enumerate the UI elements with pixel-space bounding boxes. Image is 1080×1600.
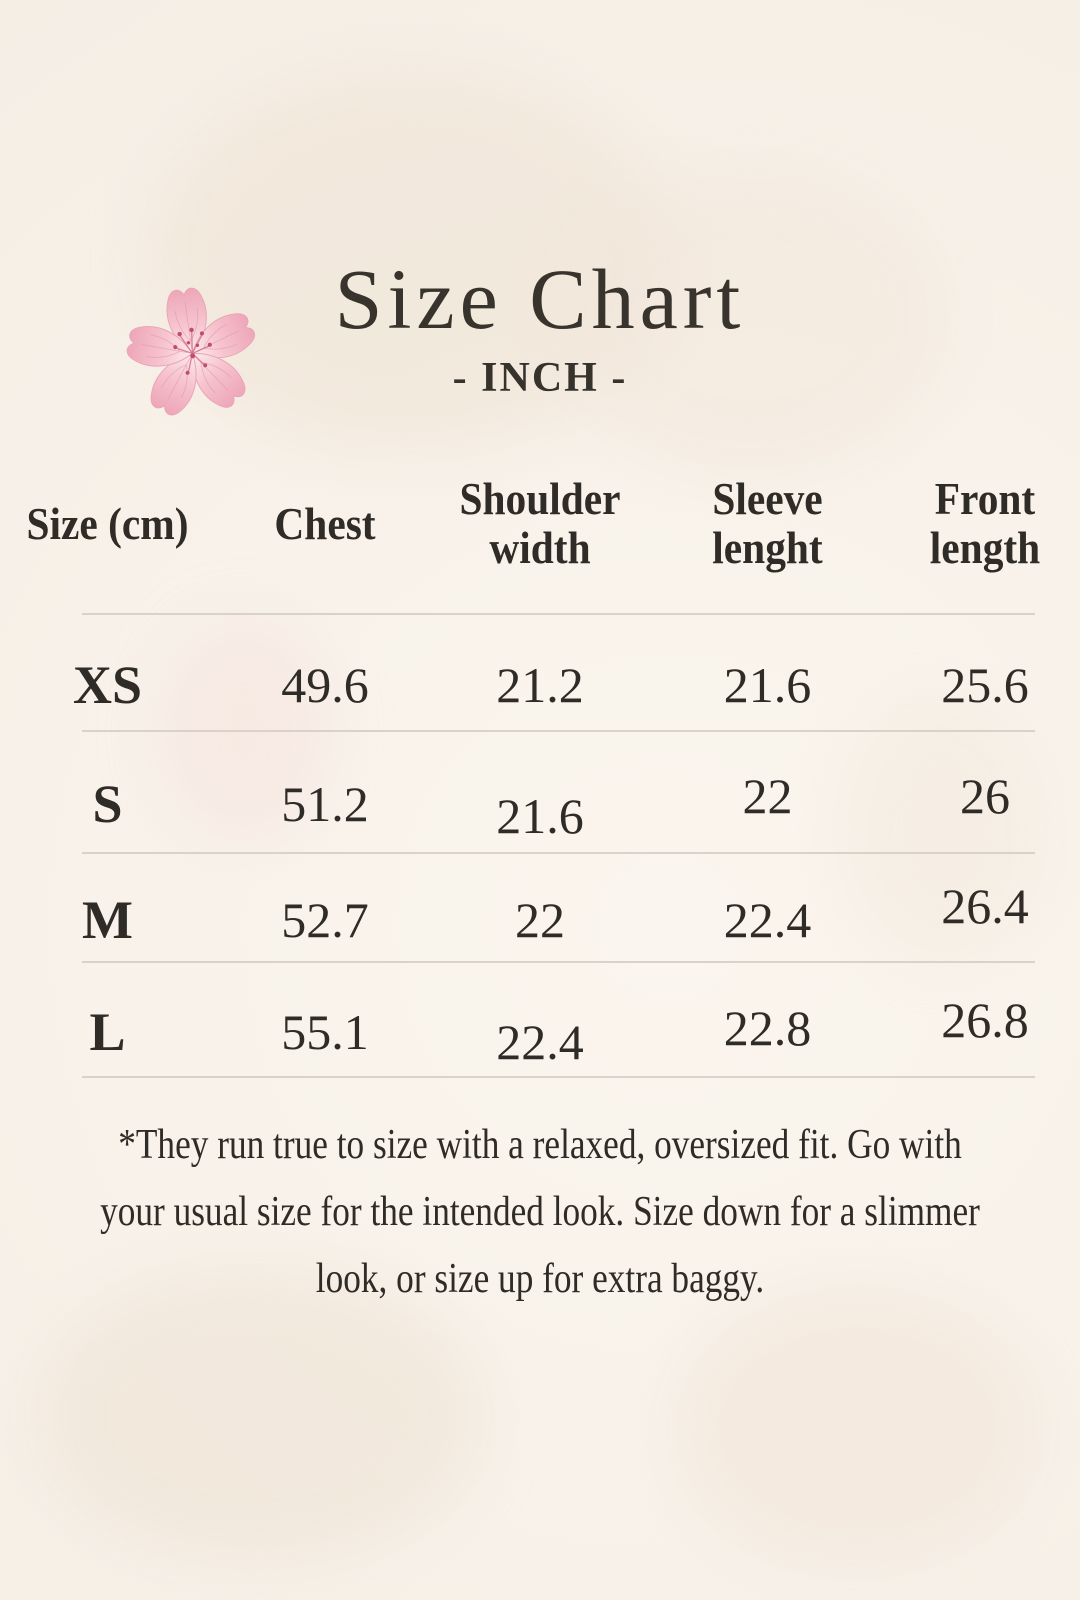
divider bbox=[82, 613, 1035, 615]
column-header-front-length: Front length bbox=[898, 475, 1073, 573]
front-length-value: 26.8 bbox=[941, 991, 1029, 1048]
divider bbox=[82, 1076, 1035, 1078]
shoulder-width-value: 22.4 bbox=[496, 1013, 584, 1070]
chest-value: 49.6 bbox=[281, 656, 369, 713]
column-header-size: Size (cm) bbox=[9, 498, 207, 549]
divider bbox=[82, 961, 1035, 963]
sleeve-length-value: 22.8 bbox=[723, 999, 812, 1056]
size-label: M bbox=[82, 889, 133, 950]
shoulder-width-value: 22 bbox=[515, 891, 565, 948]
column-header-chest: Chest bbox=[224, 498, 426, 549]
column-header-line: length bbox=[929, 523, 1041, 573]
sleeve-length-value: 22.4 bbox=[723, 891, 812, 948]
table-header-row: Size (cm) Chest Shoulder width Sleeve le… bbox=[0, 445, 1080, 603]
column-header-line: Shoulder bbox=[459, 474, 621, 524]
column-header-line: lenght bbox=[712, 523, 823, 573]
divider bbox=[82, 852, 1035, 854]
fit-note-line: your usual size for the intended look. S… bbox=[100, 1189, 980, 1235]
column-header-line: Size (cm) bbox=[26, 498, 189, 549]
background-blob bbox=[680, 1290, 1030, 1560]
table-row-m: M 52.7 22 22.4 26.4 bbox=[0, 854, 1080, 961]
column-header-shoulder-width: Shoulder width bbox=[443, 475, 636, 573]
column-header-line: Chest bbox=[274, 498, 376, 549]
table-row-l: L 55.1 22.4 22.8 26.8 bbox=[0, 963, 1080, 1076]
background-blob bbox=[40, 1270, 480, 1560]
unit-subtitle: - INCH - bbox=[452, 355, 628, 401]
chest-value: 51.2 bbox=[281, 776, 369, 832]
column-header-line: width bbox=[489, 523, 591, 573]
fit-note-line: *They run true to size with a relaxed, o… bbox=[118, 1122, 962, 1168]
page-title: Size Chart bbox=[334, 251, 746, 347]
sleeve-length-value: 22 bbox=[742, 768, 793, 824]
column-header-line: Front bbox=[934, 474, 1036, 524]
shoulder-width-value: 21.2 bbox=[496, 656, 584, 713]
column-header-sleeve-length: Sleeve lenght bbox=[655, 475, 880, 573]
size-label: L bbox=[89, 1001, 126, 1062]
front-length-value: 26 bbox=[960, 768, 1010, 824]
cherry-blossom-icon bbox=[124, 286, 260, 421]
chest-value: 55.1 bbox=[281, 1003, 369, 1060]
table-row-xs: XS 49.6 21.2 21.6 25.6 bbox=[0, 615, 1080, 730]
divider bbox=[82, 730, 1035, 732]
size-table: Size (cm) Chest Shoulder width Sleeve le… bbox=[0, 455, 1080, 1078]
front-length-value: 25.6 bbox=[941, 656, 1029, 713]
shoulder-width-value: 21.6 bbox=[496, 788, 584, 844]
sleeve-length-value: 21.6 bbox=[723, 656, 812, 713]
chest-value: 52.7 bbox=[281, 891, 369, 948]
front-length-value: 26.4 bbox=[941, 877, 1029, 934]
table-row-s: S 51.2 21.6 22 26 bbox=[0, 732, 1080, 852]
column-header-line: Sleeve bbox=[712, 474, 823, 524]
fit-note: *They run true to size with a relaxed, o… bbox=[0, 1112, 1080, 1313]
fit-note-line: look, or size up for extra baggy. bbox=[315, 1256, 765, 1302]
size-label: S bbox=[92, 774, 123, 834]
size-label: XS bbox=[72, 654, 143, 715]
